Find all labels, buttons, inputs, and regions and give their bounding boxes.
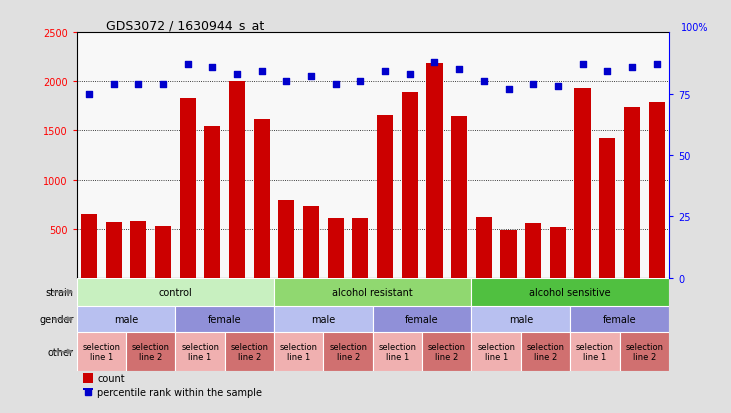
Bar [520,332,570,371]
Text: gender: gender [39,314,74,324]
Text: alcohol resistant: alcohol resistant [333,287,413,297]
Point [503,86,515,93]
Text: selection
line 1: selection line 1 [379,342,417,361]
Text: selection
line 2: selection line 2 [132,342,170,361]
Point [651,62,662,68]
Point [108,81,120,88]
Text: female: female [603,314,636,324]
Point [256,69,268,76]
Bar [130,222,146,278]
Point [453,66,465,73]
Text: percentile rank within the sample: percentile rank within the sample [97,387,262,397]
Bar [83,388,94,399]
Point [132,81,144,88]
Bar [570,306,669,332]
Bar [155,226,171,278]
Bar [83,373,94,384]
Bar [229,82,245,278]
Text: GDS3072 / 1630944_s_at: GDS3072 / 1630944_s_at [107,19,265,32]
Text: 100%: 100% [681,23,708,33]
Bar [254,119,270,278]
Bar [327,218,344,278]
Bar [323,332,373,371]
Text: count: count [97,373,125,383]
Bar [126,332,175,371]
Bar [620,332,669,371]
Bar [624,107,640,278]
Bar [402,93,418,278]
Text: strain: strain [46,287,74,297]
Bar [501,230,517,278]
Bar [373,306,471,332]
Bar [550,228,566,278]
Bar [274,332,323,371]
Point [577,62,588,68]
Point [552,84,564,90]
Bar [77,278,274,306]
Text: control: control [159,287,192,297]
Bar [377,115,393,278]
Bar [575,89,591,278]
Point [157,81,169,88]
Text: male: male [114,314,138,324]
Point [602,69,613,76]
Bar [279,201,295,278]
Bar [175,332,225,371]
Bar [373,332,423,371]
Text: selection
line 1: selection line 1 [83,342,121,361]
Text: female: female [406,314,439,324]
Text: selection
line 2: selection line 2 [428,342,466,361]
Text: selection
line 2: selection line 2 [329,342,367,361]
Point [281,79,292,85]
Bar [352,218,368,278]
Bar [175,306,274,332]
Bar [106,222,122,278]
Point [428,59,440,66]
Bar [648,103,664,278]
Bar [180,99,196,278]
Bar [274,278,471,306]
Bar [205,127,221,278]
Text: selection
line 2: selection line 2 [625,342,663,361]
Point [330,81,341,88]
Bar [599,139,616,278]
Point [355,79,366,85]
Text: selection
line 1: selection line 1 [280,342,318,361]
Text: alcohol sensitive: alcohol sensitive [529,287,611,297]
Bar [81,214,97,278]
Text: male: male [509,314,533,324]
Text: selection
line 2: selection line 2 [526,342,564,361]
Point [404,71,416,78]
Point [306,74,317,81]
Point [182,62,194,68]
Point [527,81,539,88]
Bar [274,306,373,332]
Bar [426,64,442,278]
Bar [422,332,471,371]
Bar [451,116,467,278]
Point [207,64,219,71]
Point [478,79,490,85]
Point [231,71,243,78]
Text: other: other [48,347,74,357]
Bar [303,206,319,278]
Point [379,69,391,76]
Bar [570,332,620,371]
Bar [471,278,669,306]
Bar [471,306,570,332]
Bar [476,218,492,278]
Text: male: male [311,314,336,324]
Bar [525,223,541,278]
Text: selection
line 1: selection line 1 [181,342,219,361]
Bar [471,332,520,371]
Bar [225,332,274,371]
Text: selection
line 1: selection line 1 [576,342,614,361]
Point [83,91,95,97]
Bar [77,332,126,371]
Bar [77,306,175,332]
Text: female: female [208,314,241,324]
Text: selection
line 2: selection line 2 [230,342,268,361]
Text: selection
line 1: selection line 1 [477,342,515,361]
Point [626,64,637,71]
